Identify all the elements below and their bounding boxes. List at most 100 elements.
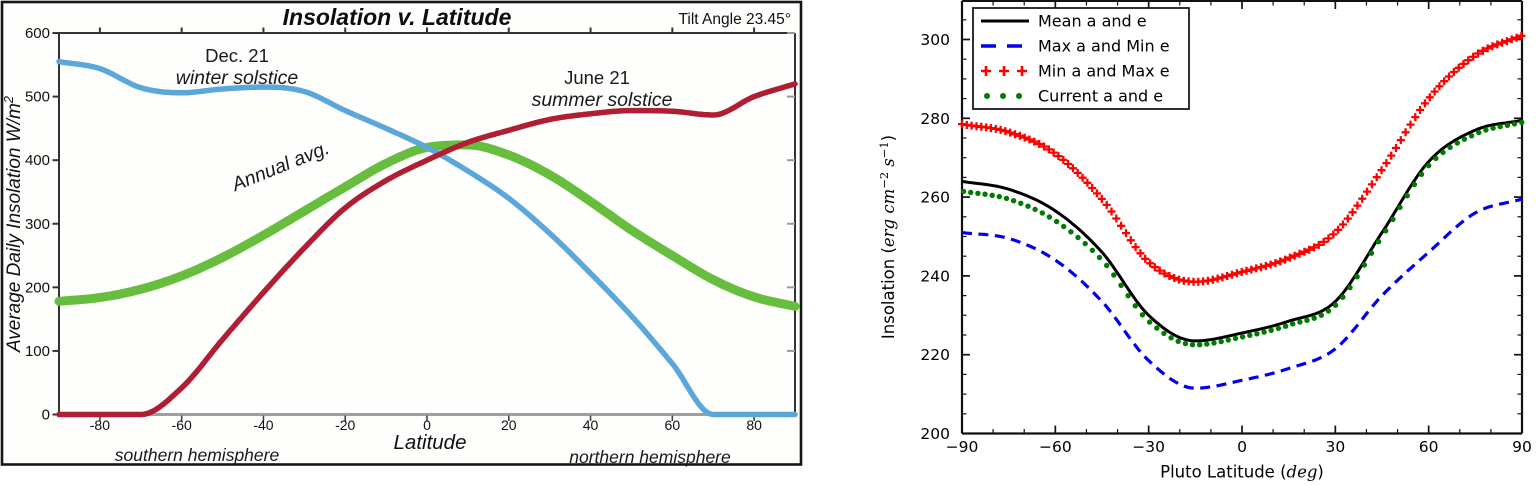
- curve-current-a-e-dot: [968, 189, 974, 196]
- curve-current-a-e-dot: [1368, 250, 1375, 256]
- tilt-angle-label: Tilt Angle 23.45°: [679, 11, 791, 28]
- curve-current-a-e-dot: [1132, 303, 1139, 309]
- right-y-tick-label: 220: [920, 346, 950, 364]
- curve-current-a-e-dot: [1061, 223, 1067, 230]
- right-y-tick-label: 240: [920, 267, 950, 285]
- left-y-tick-label: 300: [25, 216, 50, 233]
- curve-current-a-e-dot: [982, 191, 988, 197]
- curve-current-a-e-dot: [1404, 193, 1410, 199]
- curve-min-a-max-e: [958, 31, 1526, 286]
- curve-current-a-e-dot: [1325, 308, 1332, 314]
- right-x-axis-label-unit: deg: [1287, 463, 1318, 482]
- right-x-tick-label: −60: [1039, 438, 1072, 456]
- curve-current-a-e-dot: [1290, 321, 1296, 327]
- left-x-tick-label: 80: [746, 417, 762, 433]
- legend-marker-current-dot: [1016, 93, 1022, 99]
- curve-current-a-e-dot: [1297, 319, 1303, 325]
- curve-current-a-e-dot: [989, 192, 995, 198]
- curve-current-a-e-dot: [1146, 319, 1153, 325]
- curve-current-a-e-dot: [1497, 123, 1503, 130]
- curve-current-a-e-dot: [1247, 332, 1253, 338]
- curve-current-a-e-dot: [1096, 254, 1103, 261]
- right-x-axis-label-suffix: ): [1317, 463, 1323, 482]
- curve-current-a-e-dot: [1383, 228, 1389, 234]
- legend-label-min-a-max-e: Min a and Max e: [1038, 62, 1170, 81]
- legend-marker-min-plus: [999, 66, 1009, 76]
- left-x-tick-label: -60: [172, 417, 192, 433]
- left-y-axis-label-text: Average Daily Insolation W/m: [4, 103, 25, 353]
- right-x-axis-label: Pluto Latitude (deg): [1160, 463, 1324, 482]
- right-x-tick-label: −30: [1132, 438, 1165, 456]
- curve-current-a-e-dot: [1053, 218, 1060, 225]
- right-chart-axes: −90 −60 −30 0 30 60 90 200 220 240 260 280 300: [920, 0, 1532, 456]
- right-y-label-unit2: s: [879, 158, 898, 166]
- right-x-tick-label: 90: [1512, 438, 1532, 456]
- southern-hemisphere-label: southern hemisphere: [115, 445, 280, 465]
- right-y-tick-label: 200: [920, 425, 950, 443]
- curve-current-a-e-dot: [1225, 337, 1232, 343]
- curve-current-a-e-dot: [1239, 334, 1246, 340]
- curve-current-a-e-dot: [1426, 162, 1432, 169]
- left-y-axis-label-sup: 2: [1, 95, 16, 104]
- right-y-tick-label: 300: [920, 31, 950, 49]
- curve-current-a-e-dot: [1282, 323, 1289, 329]
- curve-current-a-e-dot: [975, 190, 981, 196]
- curve-current-a-e-dot: [1483, 127, 1489, 133]
- left-x-tick-label: -40: [253, 417, 273, 433]
- curve-current-a-e-dot: [1411, 181, 1418, 188]
- curve-current-a-e-dot: [1340, 294, 1346, 300]
- right-y-label-sup1: −2: [877, 172, 891, 189]
- curve-current-a-e-dot: [1039, 210, 1046, 216]
- curve-current-a-e-dot: [1511, 121, 1518, 127]
- curve-current-a-e-dot: [1232, 335, 1239, 342]
- right-y-tick-label: 260: [920, 189, 950, 207]
- curve-current-a-e-dot: [1311, 315, 1317, 321]
- left-x-tick-label: -80: [90, 417, 110, 433]
- curve-current-a-e-dot: [1139, 312, 1146, 318]
- right-x-tick-label: 60: [1419, 438, 1439, 456]
- curve-current-a-e-dot: [1161, 330, 1167, 337]
- curve-current-a-e-dot: [1254, 331, 1260, 337]
- right-x-tick-label: −90: [946, 438, 979, 456]
- right-y-label-prefix: Insolation (: [879, 247, 898, 339]
- curve-current-a-e-dot: [1433, 155, 1439, 162]
- curve-current-a-e-dot: [1182, 340, 1189, 347]
- curve-current-a-e-dot: [1397, 204, 1403, 211]
- curve-current-a-e-dot: [1418, 171, 1425, 177]
- right-y-label-sup2: −1: [877, 141, 891, 158]
- left-x-tick-label: 60: [665, 417, 681, 433]
- curve-current-a-e-dot: [1461, 136, 1468, 142]
- right-y-tick-label: 280: [920, 110, 950, 128]
- legend-marker-min-plus: [1017, 66, 1027, 76]
- legend-label-mean: Mean a and e: [1038, 12, 1147, 31]
- curve-current-a-e-dot: [1332, 302, 1339, 308]
- left-chart-frame: [0, 0, 803, 466]
- curve-current-a-e-dot: [1454, 140, 1461, 146]
- curve-current-a-e-dot: [1075, 234, 1081, 241]
- left-y-tick-label: 600: [25, 25, 50, 42]
- legend-marker-current-dot: [1000, 93, 1006, 99]
- right-x-tick-label: 30: [1325, 438, 1345, 456]
- curve-current-a-e-dot: [1318, 312, 1325, 318]
- curve-current-a-e-dot: [1010, 198, 1017, 204]
- summer-solstice-annotation-date: June 21: [564, 67, 630, 88]
- curve-current-a-e-dot: [1440, 149, 1446, 156]
- curve-current-a-e-dot: [1046, 214, 1053, 220]
- curve-current-a-e-dot: [1125, 293, 1131, 299]
- legend-label-max-a-min-e: Max a and Min e: [1038, 37, 1170, 56]
- right-chart-legend: [972, 7, 1190, 110]
- left-x-tick-label: 40: [583, 417, 599, 433]
- left-y-axis-label: Average Daily Insolation W/m2: [1, 95, 25, 353]
- curve-current-a-e-dot: [1068, 229, 1074, 235]
- curve-current-a-e-dot: [1504, 122, 1511, 128]
- right-x-axis-label-prefix: Pluto Latitude (: [1160, 463, 1286, 482]
- curve-current-a-e-dot: [1490, 125, 1496, 131]
- curve-current-a-e-dot: [1175, 338, 1181, 344]
- northern-hemisphere-label: northern hemisphere: [569, 447, 731, 467]
- curve-current-a-e-dot: [1089, 247, 1096, 253]
- curve-current-a-e-dot: [1111, 272, 1117, 278]
- right-x-tick-label: 0: [1237, 438, 1247, 456]
- right-y-axis-label: Insolation (erg cm−2 s−1): [877, 135, 898, 339]
- left-chart-series: [54, 58, 800, 418]
